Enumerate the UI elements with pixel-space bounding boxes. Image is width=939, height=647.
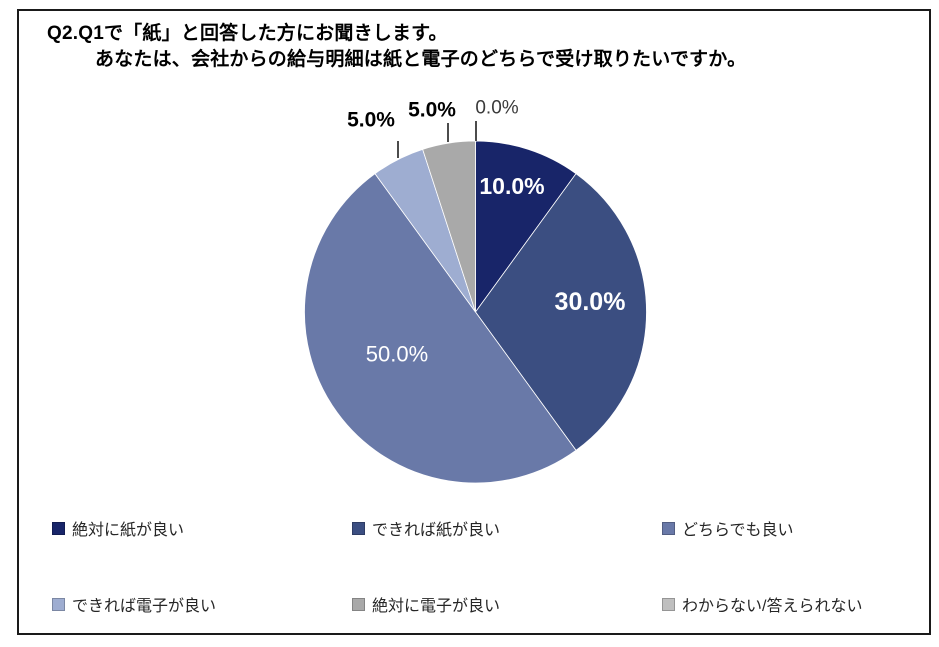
legend-label: できれば電子が良い (72, 598, 217, 615)
legend-label: 絶対に電子が良い (372, 598, 501, 615)
legend-item-3: どちらでも良い (662, 516, 794, 540)
legend-item-1: 絶対に紙が良い (52, 516, 184, 540)
chart-title-line2: あなたは、会社からの給与明細は紙と電子のどちらで受け取りたいですか。 (95, 49, 747, 70)
legend-item-5: 絶対に電子が良い (352, 592, 500, 616)
legend-item-6: わからない/答えられない (662, 592, 862, 616)
legend-label: わからない/答えられない (682, 598, 863, 615)
legend-swatch-icon (352, 521, 365, 535)
slice-label-3: 50.0% (366, 342, 428, 367)
legend-item-2: できれば紙が良い (352, 516, 500, 540)
legend-label: どちらでも良い (682, 522, 794, 539)
legend-swatch-icon (52, 597, 65, 611)
legend-swatch-icon (352, 597, 365, 611)
legend-label: できれば紙が良い (372, 522, 501, 539)
slice-label-4: 5.0% (347, 109, 395, 132)
legend-swatch-icon (662, 521, 675, 535)
chart-title: Q2.Q1で「紙」と回答した方にお聞きします。 あなたは、会社からの給与明細は紙… (47, 21, 897, 73)
pie-slice-3 (304, 173, 577, 484)
pie-slice-1 (475, 140, 577, 314)
slice-label-6: 0.0% (475, 98, 518, 119)
legend-swatch-icon (662, 597, 675, 611)
slice-label-2: 30.0% (555, 288, 626, 316)
slice-label-5: 5.0% (408, 99, 456, 122)
legend-swatch-icon (52, 521, 65, 535)
chart-title-line1: Q2.Q1で「紙」と回答した方にお聞きします。 (47, 23, 448, 44)
legend-label: 絶対に紙が良い (72, 522, 185, 539)
pie-slice-2 (475, 173, 647, 451)
slice-label-1: 10.0% (479, 173, 544, 199)
legend-item-4: できれば電子が良い (52, 592, 216, 616)
